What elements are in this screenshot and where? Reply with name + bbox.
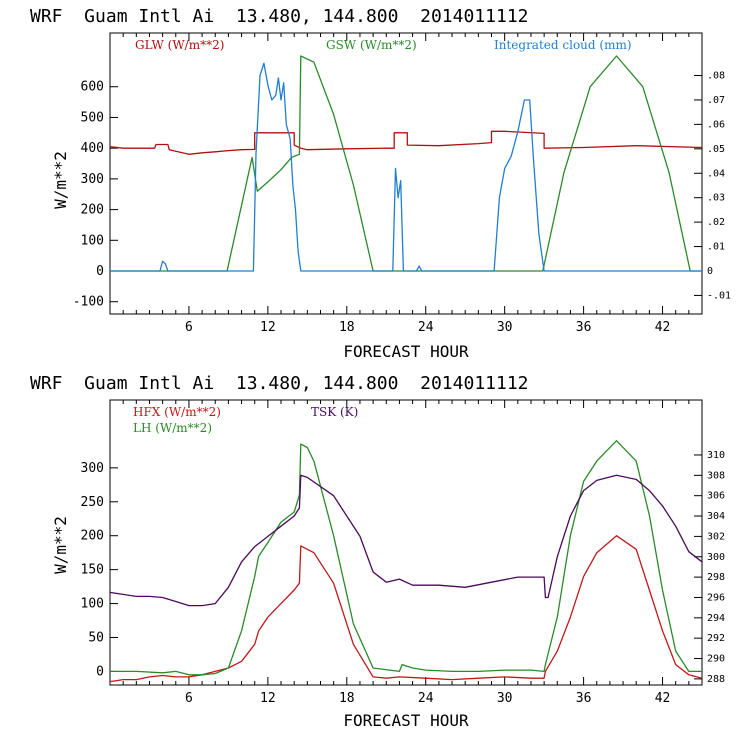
y2-tick-label: -.01 bbox=[707, 290, 731, 301]
chart-bottom-ylabel: W/m**2 bbox=[51, 516, 70, 574]
x-tick-label: 6 bbox=[185, 691, 193, 706]
x-tick-label: 30 bbox=[497, 320, 513, 335]
series-line-lh bbox=[110, 440, 702, 676]
y2-tick-label: 310 bbox=[707, 450, 725, 461]
y2-tick-label: 304 bbox=[707, 511, 725, 522]
y-tick-label: 250 bbox=[81, 495, 104, 510]
chart-top-y2-ticks: .08 .07 .06 .05 .04 .03 .02 .01 0 -.01 bbox=[694, 71, 731, 301]
x-tick-label: 42 bbox=[655, 691, 671, 706]
y-tick-label: 200 bbox=[81, 203, 104, 218]
series-line-hfx bbox=[109, 535, 703, 683]
y-tick-label: 150 bbox=[81, 563, 104, 578]
y2-tick-label: 308 bbox=[707, 470, 725, 481]
y-tick-label: 400 bbox=[81, 141, 104, 156]
x-tick-label: 6 bbox=[185, 320, 193, 335]
y-tick-label: 500 bbox=[81, 110, 104, 125]
y2-tick-label: 302 bbox=[707, 531, 725, 542]
x-tick-label: 24 bbox=[418, 320, 434, 335]
x-tick-label: 18 bbox=[339, 691, 355, 706]
y-tick-label: 100 bbox=[81, 233, 104, 248]
y2-tick-label: .01 bbox=[707, 242, 725, 253]
legend-hfx: HFX (W/m**2) bbox=[133, 405, 221, 419]
y-tick-label: 600 bbox=[81, 80, 104, 95]
chart-bottom-series bbox=[109, 440, 703, 683]
chart-top-title: WRF Guam Intl Ai 13.480, 144.800 2014011… bbox=[30, 6, 529, 27]
y2-tick-label: .08 bbox=[707, 71, 725, 82]
chart-top-series bbox=[109, 55, 703, 272]
y-tick-label: 300 bbox=[81, 461, 104, 476]
chart-bottom-x-ticks: 6 12 18 24 30 36 42 bbox=[122, 400, 690, 706]
legend-integrated-cloud: Integrated cloud (mm) bbox=[494, 38, 632, 52]
y2-tick-label: .05 bbox=[707, 144, 725, 155]
x-tick-label: 30 bbox=[497, 691, 513, 706]
chart-bottom-frame bbox=[109, 399, 703, 686]
chart-bottom: WRF Guam Intl Ai 13.480, 144.800 2014011… bbox=[30, 373, 725, 730]
y2-tick-label: 288 bbox=[707, 674, 725, 685]
series-line-gsw bbox=[110, 55, 702, 272]
chart-top: WRF Guam Intl Ai 13.480, 144.800 2014011… bbox=[30, 6, 731, 361]
y-tick-label: -100 bbox=[73, 295, 104, 310]
y2-tick-label: 296 bbox=[707, 592, 725, 603]
y2-tick-label: .03 bbox=[707, 193, 725, 204]
x-tick-label: 24 bbox=[418, 691, 434, 706]
y2-tick-label: .02 bbox=[707, 217, 725, 228]
chart-top-ylabel: W/m**2 bbox=[51, 151, 70, 209]
x-tick-label: 18 bbox=[339, 320, 355, 335]
y2-tick-label: .07 bbox=[707, 95, 725, 106]
x-tick-label: 12 bbox=[260, 691, 276, 706]
chart-top-xlabel: FORECAST HOUR bbox=[343, 342, 469, 361]
chart-top-y-ticks: 600 500 400 300 200 100 0 -100 bbox=[73, 80, 118, 310]
chart-bottom-xlabel: FORECAST HOUR bbox=[343, 711, 469, 730]
series-line-glw bbox=[109, 130, 703, 155]
legend-gsw: GSW (W/m**2) bbox=[326, 38, 417, 52]
chart-top-frame bbox=[109, 32, 703, 315]
legend-lh: LH (W/m**2) bbox=[133, 421, 212, 435]
y2-tick-label: .06 bbox=[707, 119, 725, 130]
series-line-tsk bbox=[109, 474, 703, 607]
y2-tick-label: .04 bbox=[707, 168, 725, 179]
chart-bottom-y-ticks: 300 250 200 150 100 50 0 bbox=[81, 461, 118, 679]
x-tick-label: 36 bbox=[576, 320, 592, 335]
y2-tick-label: 300 bbox=[707, 552, 725, 563]
x-tick-label: 36 bbox=[576, 691, 592, 706]
y2-tick-label: 298 bbox=[707, 572, 725, 583]
y-tick-label: 50 bbox=[88, 631, 104, 646]
chart-bottom-y2-ticks: 310 308 306 304 302 300 298 296 294 292 290 288 bbox=[694, 450, 725, 685]
legend-tsk: TSK (K) bbox=[311, 405, 358, 419]
x-tick-label: 12 bbox=[260, 320, 276, 335]
legend-glw: GLW (W/m**2) bbox=[135, 38, 224, 52]
y2-tick-label: 306 bbox=[707, 491, 725, 502]
y-tick-label: 0 bbox=[96, 264, 104, 279]
y2-tick-label: 0 bbox=[707, 266, 713, 277]
chart-bottom-title: WRF Guam Intl Ai 13.480, 144.800 2014011… bbox=[30, 373, 529, 394]
y2-tick-label: 294 bbox=[707, 613, 725, 624]
y2-tick-label: 290 bbox=[707, 654, 725, 665]
y-tick-label: 100 bbox=[81, 597, 104, 612]
y-tick-label: 200 bbox=[81, 529, 104, 544]
chart-top-x-ticks: 6 12 18 24 30 36 42 bbox=[122, 33, 690, 335]
x-tick-label: 42 bbox=[655, 320, 671, 335]
y-tick-label: 300 bbox=[81, 172, 104, 187]
series-line-integrated-cloud bbox=[110, 62, 702, 272]
y-tick-label: 0 bbox=[96, 664, 104, 679]
y2-tick-label: 292 bbox=[707, 633, 725, 644]
